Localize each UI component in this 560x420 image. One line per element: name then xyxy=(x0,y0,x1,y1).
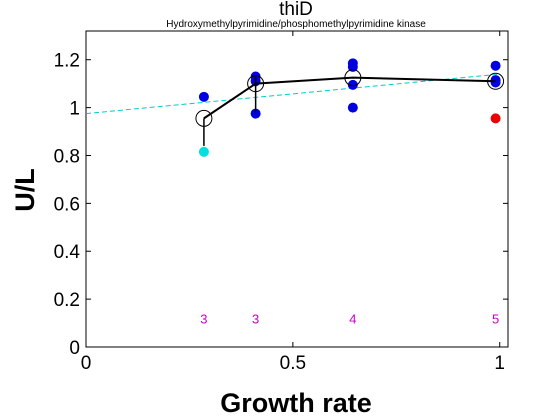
y-tick-label: 0.8 xyxy=(54,146,80,167)
mean-point xyxy=(344,69,362,87)
data-point xyxy=(198,91,209,102)
x-tick-label: 1 xyxy=(494,353,505,374)
plot-area xyxy=(85,30,509,348)
sample-count-label: 3 xyxy=(200,311,207,326)
y-tick-label: 0 xyxy=(69,338,80,359)
y-tick-label: 0.4 xyxy=(54,242,81,263)
mean-point xyxy=(195,109,213,127)
data-point xyxy=(347,79,358,90)
y-tick-label: 1.2 xyxy=(54,51,80,72)
sample-count-label: 3 xyxy=(252,311,259,326)
data-point xyxy=(347,102,358,113)
y-tick-label: 0.6 xyxy=(54,194,80,215)
data-point xyxy=(347,61,358,72)
x-tick-label: 0.5 xyxy=(280,353,306,374)
data-point xyxy=(490,60,501,71)
sample-count-label: 4 xyxy=(349,311,356,326)
data-point xyxy=(198,146,209,157)
chart-subtitle: Hydroxymethylpyrimidine/phosphomethylpyr… xyxy=(166,19,426,30)
x-tick-label: 0 xyxy=(81,353,92,374)
data-point xyxy=(250,108,261,119)
chart-marks: 3 3 4 5 xyxy=(85,58,505,326)
y-axis-label: U/L xyxy=(10,168,40,212)
chart-title: thiD xyxy=(279,0,313,20)
mean-line xyxy=(203,76,496,120)
mean-point xyxy=(247,75,265,93)
mean-point xyxy=(487,72,505,90)
data-point xyxy=(490,113,501,124)
trend-line xyxy=(85,73,500,115)
data-point xyxy=(490,77,501,88)
x-axis-label: Growth rate xyxy=(220,388,372,418)
y-tick-label: 0.2 xyxy=(54,290,80,311)
sample-count-label: 5 xyxy=(492,311,499,326)
y-tick-label: 1 xyxy=(69,99,80,120)
axis-ticks: 0 0.5 1 0 0.2 0.4 0.6 0.8 1 1.2 xyxy=(54,31,508,374)
